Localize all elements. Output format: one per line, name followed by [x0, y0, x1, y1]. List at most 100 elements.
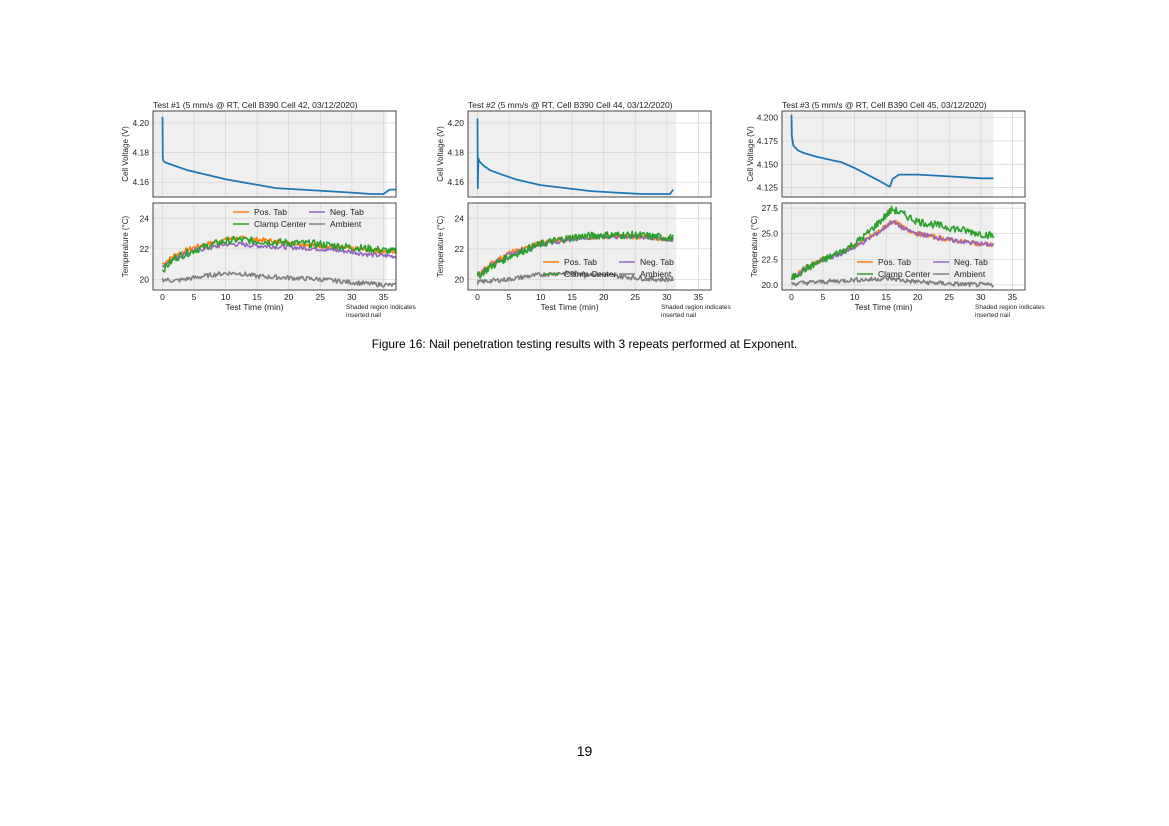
x-axis-label: Test Time (min): [540, 302, 598, 312]
y-tick-label: 20: [455, 274, 465, 284]
shaded-region-note: Shaded region indicates: [661, 304, 731, 311]
x-tick-label: 35: [1008, 292, 1018, 302]
x-tick-label: 20: [913, 292, 923, 302]
y-tick-label: 4.20: [447, 118, 464, 128]
figure-caption: Figure 16: Nail penetration testing resu…: [371, 337, 798, 351]
y-tick-label: 4.20: [132, 118, 149, 128]
shaded-nail-region: [153, 111, 387, 197]
series-line-ambient: [476, 270, 674, 285]
series-line-clamp-center: [790, 205, 995, 281]
x-tick-label: 5: [821, 292, 826, 302]
x-tick-label: 35: [379, 292, 389, 302]
axes-frame: [467, 110, 712, 198]
temperature-axes: 20 22 24 Temperature (°C) Pos. Tab Neg. Tab Cl…: [436, 202, 712, 291]
x-tick-label: 10: [536, 292, 546, 302]
y-axis-label: Cell Voltage (V): [436, 126, 445, 182]
y-tick-label: 4.18: [447, 148, 464, 158]
legend-entry: Ambient: [640, 269, 672, 279]
y-tick-label: 27.5: [761, 203, 778, 213]
chart-panel-3: Test #3 (5 mm/s @ RT, Cell B390 Cell 45,…: [746, 100, 1045, 319]
series-line-clamp-center: [476, 230, 674, 279]
y-tick-label: 24: [455, 213, 465, 223]
chart-title: Test #1 (5 mm/s @ RT, Cell B390 Cell 42,…: [153, 100, 358, 110]
series-line-voltage: [790, 114, 994, 188]
x-tick-label: 0: [475, 292, 480, 302]
legend: Pos. Tab Neg. Tab Clamp Center Ambient: [233, 207, 364, 229]
y-tick-label: 4.125: [757, 183, 779, 193]
x-tick-label: 20: [284, 292, 294, 302]
y-axis-label: Temperature (°C): [121, 215, 130, 277]
x-tick-label: 15: [567, 292, 577, 302]
y-axis-label: Cell Voltage (V): [121, 126, 130, 182]
y-tick-label: 22: [140, 244, 150, 254]
series-line-voltage: [476, 118, 674, 195]
legend-entry: Clamp Center: [254, 219, 307, 229]
x-axis-label: Test Time (min): [854, 302, 912, 312]
legend: Pos. Tab Neg. Tab Clamp Center Ambient: [543, 257, 674, 279]
x-tick-label: 5: [507, 292, 512, 302]
y-tick-label: 20.0: [761, 280, 778, 290]
series-line-voltage: [161, 116, 396, 195]
x-tick-label: 5: [192, 292, 197, 302]
shaded-region-note: inserted nail: [661, 312, 697, 319]
y-axis-label: Temperature (°C): [436, 215, 445, 277]
y-tick-label: 4.16: [132, 177, 149, 187]
legend-entry: Neg. Tab: [640, 257, 674, 267]
x-tick-label: 35: [694, 292, 704, 302]
series-line-neg-tab: [161, 241, 397, 268]
y-tick-label: 4.150: [757, 159, 779, 169]
x-tick-label: 25: [316, 292, 326, 302]
series-line-ambient: [161, 271, 397, 288]
y-tick-label: 25.0: [761, 229, 778, 239]
legend-entry: Pos. Tab: [878, 257, 911, 267]
x-tick-label: 15: [252, 292, 262, 302]
legend-entry: Ambient: [954, 269, 986, 279]
chart-panel-2: Test #2 (5 mm/s @ RT, Cell B390 Cell 44,…: [436, 100, 731, 319]
y-tick-label: 4.175: [757, 136, 779, 146]
shaded-region-note: Shaded region indicates: [346, 304, 416, 311]
axes-frame: [781, 110, 1026, 198]
x-axis-label: Test Time (min): [225, 302, 283, 312]
shaded-region-note: inserted nail: [346, 312, 382, 319]
page-number: 19: [576, 743, 593, 759]
x-tick-label: 0: [160, 292, 165, 302]
legend-entry: Neg. Tab: [954, 257, 988, 267]
x-tick-label: 30: [662, 292, 672, 302]
legend-entry: Pos. Tab: [564, 257, 597, 267]
temperature-axes: 20 22 24 Temperature (°C) Pos. Tab Neg. Tab Cl…: [121, 202, 397, 291]
x-tick-label: 15: [881, 292, 891, 302]
legend-entry: Ambient: [330, 219, 362, 229]
series-line-clamp-center: [161, 235, 397, 273]
chart-title: Test #2 (5 mm/s @ RT, Cell B390 Cell 44,…: [468, 100, 673, 110]
shaded-nail-region: [782, 203, 994, 290]
x-tick-label: 25: [945, 292, 955, 302]
x-tick-label: 30: [976, 292, 986, 302]
x-tick-label: 20: [599, 292, 609, 302]
chart-panel-1: Test #1 (5 mm/s @ RT, Cell B390 Cell 42,…: [121, 100, 416, 319]
x-tick-label: 10: [850, 292, 860, 302]
y-tick-label: 4.18: [132, 148, 149, 158]
series-line-ambient: [790, 276, 995, 288]
legend: Pos. Tab Neg. Tab Clamp Center Ambient: [857, 257, 988, 279]
legend-entry: Clamp Center: [878, 269, 931, 279]
axes-frame: [152, 202, 397, 291]
axes-frame: [467, 202, 712, 291]
shaded-region-note: Shaded region indicates: [975, 304, 1045, 311]
y-tick-label: 22: [455, 244, 465, 254]
y-tick-label: 4.200: [757, 113, 779, 123]
y-tick-label: 24: [140, 213, 150, 223]
shaded-region-note: inserted nail: [975, 312, 1011, 319]
x-tick-label: 30: [347, 292, 357, 302]
x-tick-label: 10: [221, 292, 231, 302]
x-tick-label: 25: [631, 292, 641, 302]
x-tick-label: 0: [789, 292, 794, 302]
legend-entry: Neg. Tab: [330, 207, 364, 217]
axes-frame: [152, 110, 397, 198]
legend-entry: Clamp Center: [564, 269, 617, 279]
legend-entry: Pos. Tab: [254, 207, 287, 217]
